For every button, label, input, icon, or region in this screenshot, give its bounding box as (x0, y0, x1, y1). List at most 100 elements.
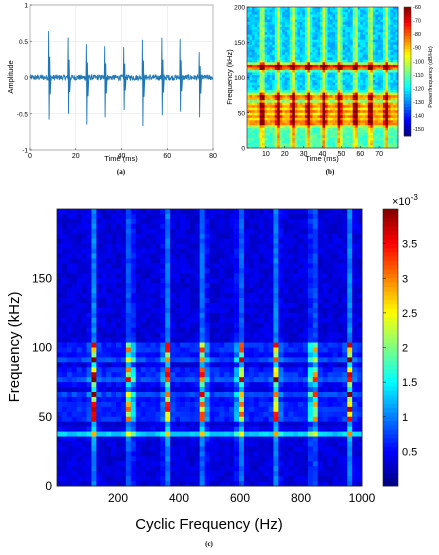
panel-c-cell (155, 327, 161, 334)
panel-c-cell (337, 283, 343, 289)
panel-b-cell (302, 135, 306, 139)
panel-b-cell (322, 105, 326, 109)
panel-b-cell (304, 107, 308, 111)
panel-b-cell (327, 62, 331, 66)
panel-b-cell (294, 115, 298, 119)
panel-c-cell (283, 273, 289, 279)
panel-b-cell (385, 32, 389, 36)
panel-c-cell (312, 218, 319, 225)
panel-b-cell (332, 85, 336, 88)
panel-b-cell (355, 137, 359, 141)
panel-b-cell (372, 22, 376, 26)
panel-c-cell (332, 258, 338, 264)
panel-c-cell (57, 258, 63, 264)
panel-b-cell (312, 27, 316, 31)
panel-b-cell (380, 39, 384, 43)
panel-b-cell (355, 140, 359, 144)
panel-b-cell (287, 17, 291, 20)
panel-b-cell (345, 95, 349, 99)
panel-c-cell (352, 263, 358, 269)
panel-b-cell (357, 72, 361, 76)
panel-b-cell (332, 120, 336, 124)
panel-b-cell (330, 87, 333, 91)
panel-b-cell (314, 49, 318, 53)
panel-b-cell (262, 19, 266, 23)
panel-b-cell (337, 37, 341, 41)
panel-b-cell (392, 87, 396, 91)
panel-c-cell (243, 233, 250, 240)
panel-b-cell (365, 34, 369, 38)
panel-c-cell (239, 228, 245, 235)
panel-b-cell (332, 64, 336, 68)
panel-b-cell (289, 122, 293, 126)
panel-b-cell (277, 47, 281, 51)
panel-b-cell (294, 142, 298, 146)
panel-c-cell (219, 312, 225, 319)
panel-c-cell (347, 218, 353, 225)
panel-b-cell (347, 34, 351, 38)
panel-b-cell (370, 80, 374, 83)
panel-c-cell (258, 273, 265, 279)
panel-c-cell (347, 248, 353, 254)
panel-b-cell (272, 135, 276, 139)
panel-c-cell (342, 253, 348, 259)
panel-b-cell (312, 72, 316, 76)
panel-b-cell (292, 77, 296, 81)
panel-b-cell (365, 14, 369, 18)
panel-c-cell (71, 322, 78, 329)
panel-c-cell (91, 263, 97, 269)
panel-b-cell (372, 69, 376, 73)
panel-c-cell (145, 273, 151, 279)
panel-c-cell (81, 322, 87, 329)
panel-b-cell (274, 74, 278, 78)
panel-c-cell (224, 243, 230, 249)
panel-c-cell (96, 238, 102, 245)
panel-c-cell (170, 327, 176, 334)
panel-b-cell (277, 110, 281, 114)
panel-b-cell (335, 117, 338, 121)
panel-c-cell (204, 273, 210, 279)
panel-c-cell (130, 268, 137, 274)
panel-b-cell (330, 52, 333, 56)
panel-b-cell (345, 105, 349, 109)
panel-c-cell (278, 263, 284, 269)
panel-a-x-tick-label: 0 (28, 153, 32, 160)
panel-b-cell (395, 24, 399, 28)
panel-b-cell (342, 117, 346, 121)
panel-b-cell (304, 120, 308, 124)
panel-b-cell (367, 122, 371, 126)
panel-c-cell (342, 248, 348, 254)
panel-b-cell (395, 42, 399, 46)
panel-b-cell (375, 34, 379, 38)
panel-b-cell (272, 19, 276, 23)
panel-b-cell (314, 7, 318, 10)
panel-b-cell (345, 110, 349, 114)
panel-c-cell (337, 273, 343, 279)
panel-c-cell (106, 238, 112, 245)
panel-c-cell (288, 293, 294, 299)
panel-b-cell (365, 47, 369, 51)
panel-b-cell (322, 39, 326, 43)
panel-b-cell (282, 14, 286, 18)
panel-b-cell (347, 80, 351, 83)
panel-b-colorbar-segment (404, 110, 411, 114)
panel-b-cell (372, 142, 376, 146)
panel-b-cell (259, 64, 263, 68)
panel-c-cell (179, 322, 186, 329)
panel-b-cell (319, 19, 323, 23)
panel-c-cell (184, 327, 191, 334)
panel-b-cell (325, 85, 328, 88)
panel-b-cell (312, 64, 316, 68)
panel-b-cell (269, 102, 273, 106)
panel-c-cell (263, 278, 269, 284)
panel-c-cell (150, 322, 156, 329)
panel-b-cell (287, 47, 291, 51)
panel-b-cell (247, 34, 250, 38)
panel-c-cell (268, 273, 274, 279)
panel-b-cell (252, 9, 255, 13)
panel-b-cell (297, 90, 301, 94)
panel-b-cell (395, 87, 399, 91)
panel-b-cell (362, 107, 366, 111)
panel-b-cell (299, 87, 303, 91)
panel-b-cell (382, 142, 386, 146)
